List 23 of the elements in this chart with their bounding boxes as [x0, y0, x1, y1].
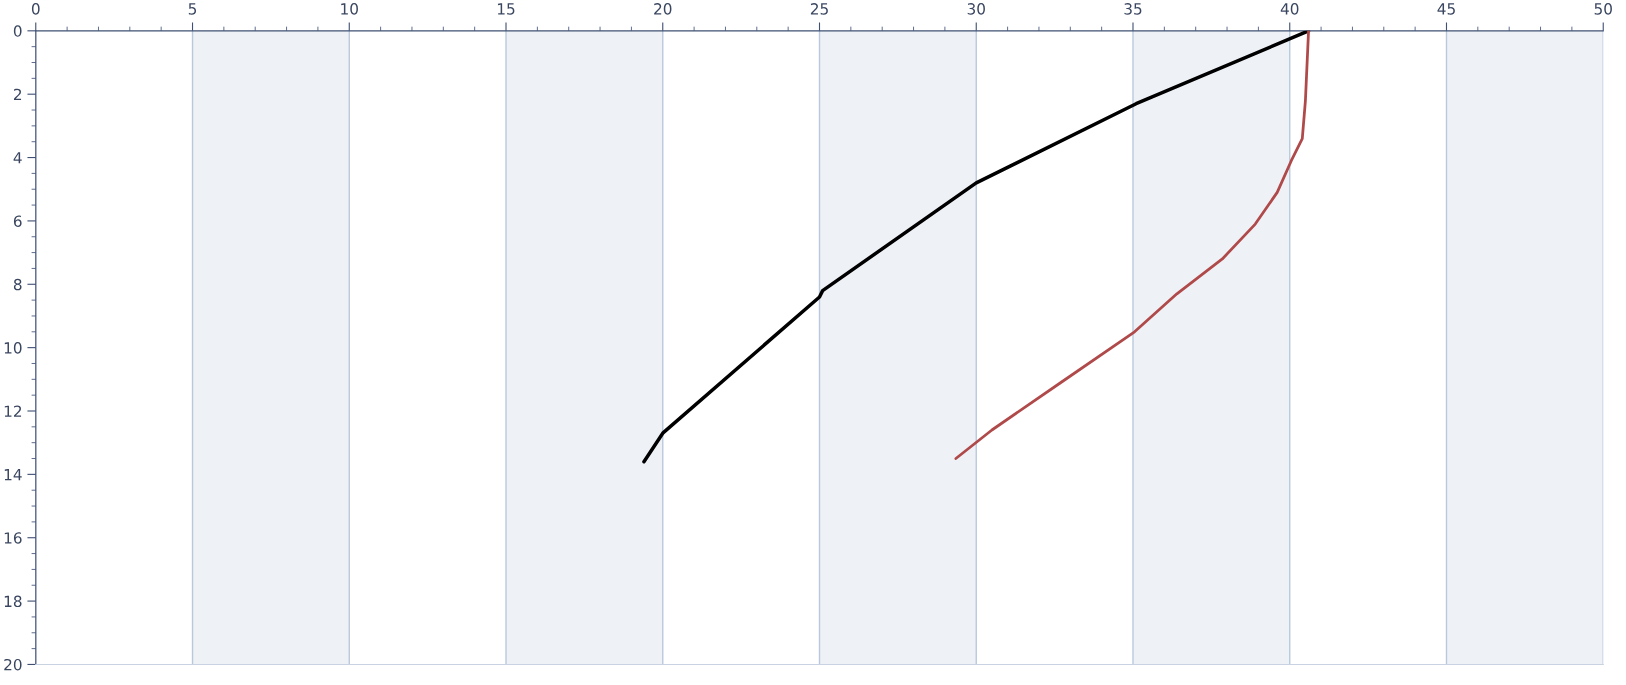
y-tick-label: 20 — [4, 658, 22, 671]
y-tick-label: 8 — [13, 278, 22, 291]
x-tick-label: 15 — [497, 3, 515, 15]
x-tick-label: 10 — [341, 3, 358, 15]
y-tick-label: 10 — [4, 342, 22, 354]
x-tick-label: 35 — [1124, 3, 1142, 15]
x-tick-label: 20 — [654, 3, 672, 15]
x-tick-label: 25 — [810, 3, 828, 15]
y-tick-label: 0 — [13, 25, 22, 37]
x-tick-label: 45 — [1437, 3, 1455, 15]
x-tick-label: 30 — [967, 3, 985, 15]
x-tick-label: 5 — [188, 3, 197, 15]
y-tick-label: 2 — [13, 88, 22, 100]
x-tick-label: 40 — [1280, 3, 1299, 15]
x-tick-label: 50 — [1594, 3, 1612, 15]
y-tick-label: 16 — [4, 532, 22, 544]
y-tick-label: 14 — [4, 469, 22, 481]
line-series — [954, 30, 1310, 460]
x-tick-label: 0 — [31, 3, 40, 15]
y-tick-label: 12 — [4, 405, 22, 417]
y-tick-label: 18 — [4, 595, 22, 608]
y-tick-label: 4 — [13, 152, 22, 164]
y-tick-label: 6 — [13, 215, 22, 227]
